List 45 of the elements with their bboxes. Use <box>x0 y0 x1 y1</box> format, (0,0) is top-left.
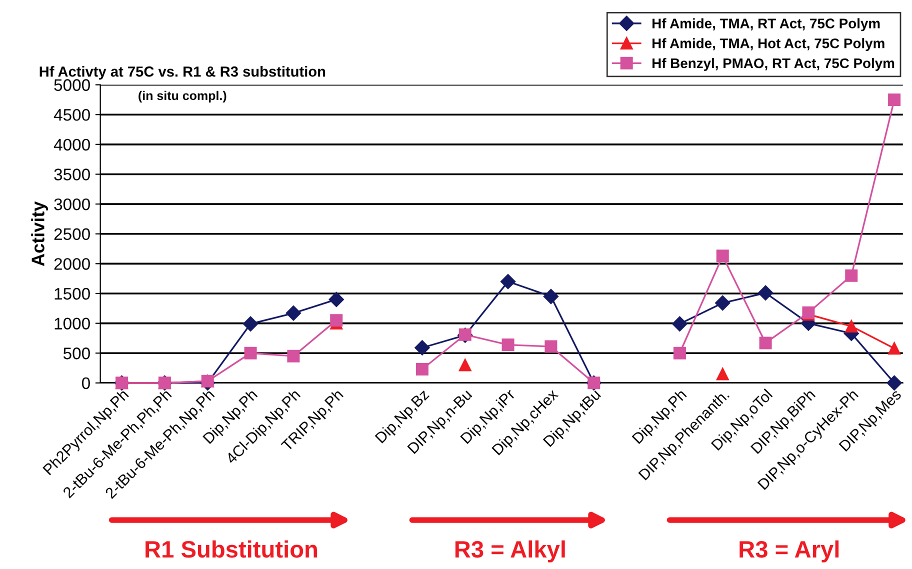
legend-label: Hf Amide, TMA, RT Act, 75C Polym <box>652 18 880 32</box>
y-tick-label: 4500 <box>54 109 90 121</box>
point <box>888 342 901 355</box>
point <box>458 358 472 372</box>
chart-subtitle: (in situ compl.) <box>138 90 226 103</box>
y-tick-label: 2500 <box>54 228 90 240</box>
point <box>672 316 688 332</box>
point <box>759 336 772 350</box>
point <box>543 288 559 304</box>
point <box>715 295 730 311</box>
y-tick-label: 3500 <box>54 168 90 180</box>
point <box>886 375 902 391</box>
point <box>845 269 858 282</box>
point <box>287 350 300 362</box>
chart-title: Hf Activty at 75C vs. R1 & R3 substitution <box>40 66 326 80</box>
point <box>716 250 729 262</box>
text: R3 = Aryl <box>740 540 839 562</box>
y-tick-label: 4000 <box>54 138 90 151</box>
point <box>414 340 430 356</box>
y-tick-label: 5000 <box>54 79 90 91</box>
point <box>758 285 774 300</box>
point <box>502 338 514 352</box>
point <box>673 346 686 360</box>
point <box>500 274 516 290</box>
text: R3 = Alkyl <box>455 540 565 562</box>
y-tick-label: 2000 <box>54 258 90 270</box>
legend-label: Hf Amide, TMA, Hot Act, 75C Polym <box>652 38 884 52</box>
point <box>330 314 343 327</box>
y-tick-label: 500 <box>63 348 90 360</box>
point <box>244 346 257 360</box>
point <box>416 362 428 376</box>
point <box>716 368 729 380</box>
point <box>888 93 901 106</box>
point <box>328 292 344 308</box>
y-tick-label: 1500 <box>54 288 90 300</box>
y-tick-label: 3000 <box>54 198 90 210</box>
legend-label: Hf Benzyl, PMAO, RT Act, 75C Polym <box>652 58 894 71</box>
y-axis-title: Activity <box>31 201 48 266</box>
y-tick-label: 1000 <box>54 318 90 330</box>
point <box>544 340 558 353</box>
point <box>845 320 858 333</box>
point <box>286 306 302 321</box>
text: R1 Substitution <box>146 540 317 558</box>
y-tick-label: 0 <box>82 377 90 390</box>
point <box>242 316 258 332</box>
